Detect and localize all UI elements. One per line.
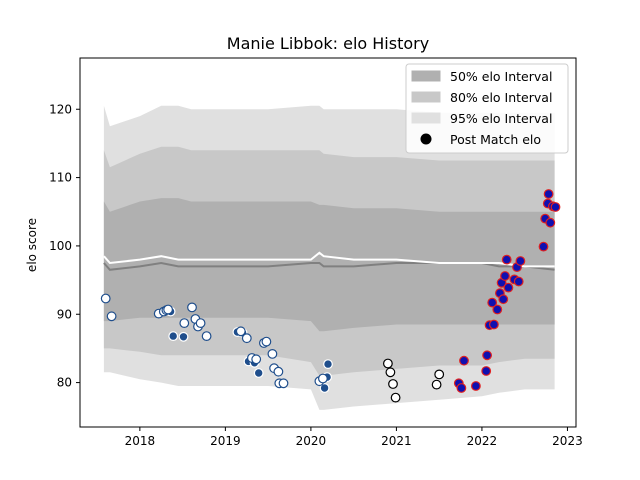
y-tick-label: 120 — [49, 102, 72, 116]
post-match-elo-point — [178, 331, 189, 342]
post-match-elo-point — [278, 378, 289, 389]
post-match-elo-point — [431, 379, 442, 390]
post-match-elo-point — [100, 293, 111, 304]
y-tick-label: 100 — [49, 239, 72, 253]
post-match-elo-point — [489, 319, 499, 330]
post-match-elo-point — [179, 318, 190, 329]
post-match-elo-point — [241, 333, 252, 344]
y-tick-label: 80 — [57, 376, 72, 390]
post-match-elo-point — [323, 359, 333, 370]
post-match-elo-point — [383, 358, 393, 369]
legend-marker — [420, 133, 432, 145]
post-match-elo-point — [390, 392, 401, 403]
post-match-elo-point — [434, 369, 445, 380]
post-match-elo-point — [267, 349, 278, 359]
legend: 50% elo Interval 80% elo Interval 95% elo … — [405, 63, 569, 154]
post-match-elo-point — [481, 366, 492, 376]
post-match-elo-point — [106, 311, 117, 322]
series-2 — [100, 293, 328, 389]
post-match-elo-point — [550, 202, 561, 212]
post-match-elo-point — [543, 189, 554, 199]
x-tick-label: 2020 — [296, 434, 327, 448]
legend-box — [405, 63, 569, 154]
plot-area — [100, 105, 561, 410]
post-match-elo-point — [261, 336, 272, 347]
post-match-elo-point — [251, 354, 262, 365]
post-match-elo-point — [388, 379, 398, 389]
legend-label: 50% elo Interval — [450, 69, 552, 84]
x-tick-label: 2022 — [467, 434, 498, 448]
legend-swatch — [411, 91, 441, 103]
x-tick-label: 2018 — [125, 434, 156, 448]
legend-label: Post Match elo — [450, 132, 541, 147]
legend-label: 80% elo Interval — [450, 90, 552, 105]
y-tick-label: 90 — [57, 307, 72, 321]
post-match-elo-point — [168, 331, 179, 342]
axes-frame — [79, 57, 577, 428]
chart-title: Manie Libbok: elo History — [227, 34, 429, 53]
post-match-elo-point — [253, 368, 264, 378]
post-match-elo-point — [318, 373, 328, 384]
post-match-elo-point — [487, 297, 498, 308]
axes: 2018 2019 2020 2021 2022 2023 80 90 100 110 120 — [49, 57, 583, 448]
post-match-elo-point — [492, 304, 503, 315]
post-match-elo-point — [273, 366, 284, 377]
post-match-elo-point — [385, 367, 396, 378]
post-match-elo-point — [501, 254, 512, 265]
post-match-elo-point — [187, 302, 197, 313]
post-match-elo-point — [538, 241, 549, 252]
band-50-interval — [103, 198, 555, 332]
post-match-elo-point — [195, 318, 206, 329]
y-axis-label: elo score — [25, 218, 39, 272]
series-4 — [453, 189, 561, 393]
x-tick-label: 2023 — [552, 434, 583, 448]
post-match-elo-point — [498, 294, 509, 305]
post-match-elo-point — [500, 271, 510, 281]
post-match-elo-point — [513, 276, 524, 287]
post-match-elo-point — [201, 331, 212, 342]
post-match-elo-point — [545, 217, 556, 228]
post-match-elo-point — [163, 304, 174, 315]
post-match-elo-point — [319, 383, 330, 393]
post-match-elo-point — [459, 355, 469, 366]
legend-swatch — [411, 112, 441, 124]
post-match-elo-point — [482, 350, 493, 361]
post-match-elo-point — [515, 256, 526, 266]
x-tick-label: 2021 — [381, 434, 412, 448]
post-match-elo-point — [503, 282, 514, 293]
post-match-elo-point — [471, 381, 481, 391]
post-match-elo-point — [235, 326, 246, 337]
plot-inner — [100, 105, 561, 410]
post-match-elo-point — [456, 383, 467, 393]
legend-swatch — [411, 70, 441, 82]
x-tick-label: 2019 — [210, 434, 241, 448]
series-3 — [383, 358, 445, 403]
legend-label: 95% elo Interval — [450, 111, 552, 126]
y-tick-label: 110 — [49, 171, 72, 185]
median-elo-line — [103, 251, 555, 268]
